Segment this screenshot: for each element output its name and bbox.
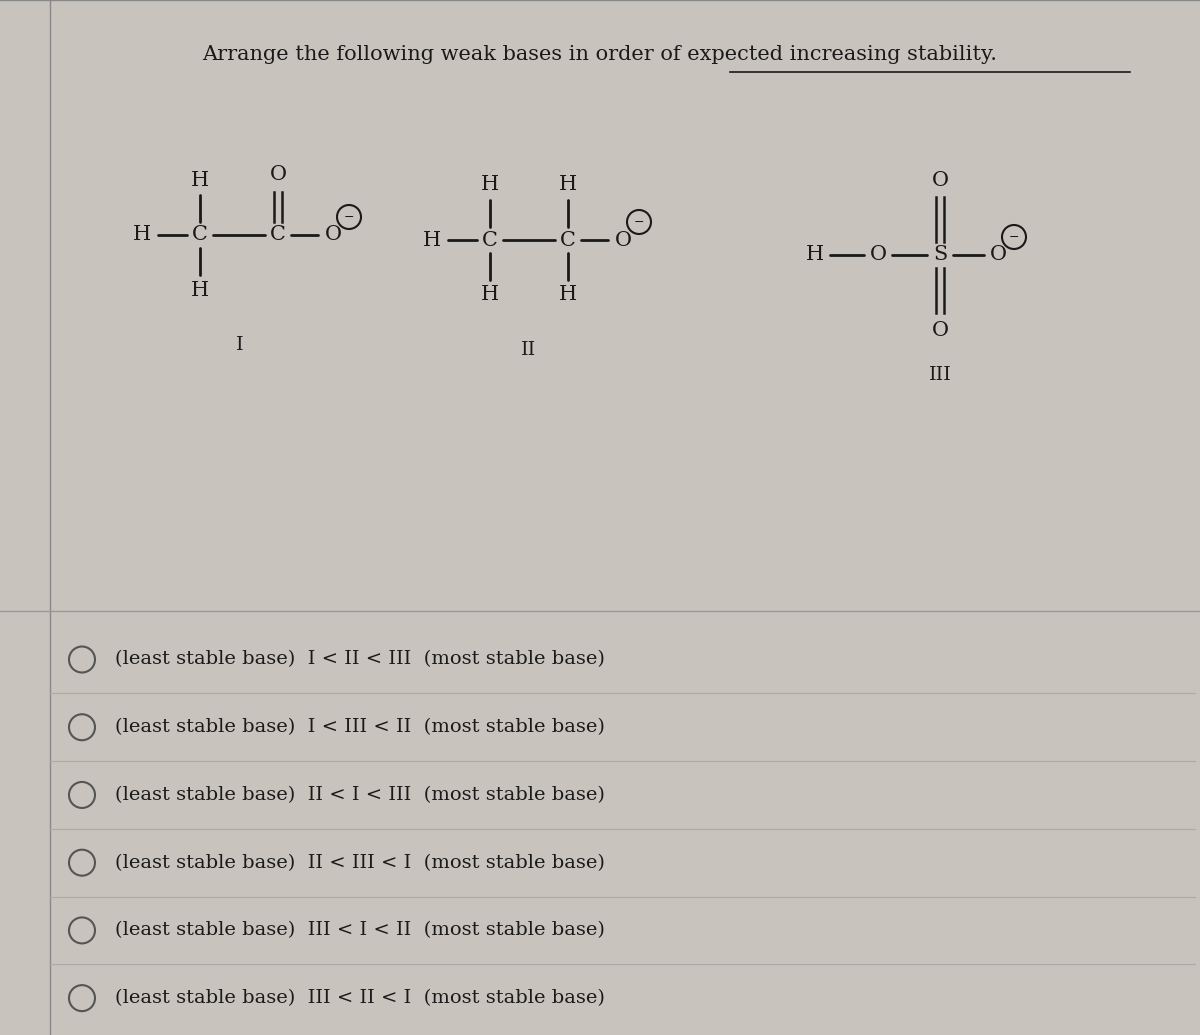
Text: H: H bbox=[191, 280, 209, 299]
Text: (least stable base)  III < II < I  (most stable base): (least stable base) III < II < I (most s… bbox=[115, 989, 605, 1007]
Text: O: O bbox=[931, 171, 948, 189]
Text: H: H bbox=[481, 286, 499, 304]
Text: (least stable base)  I < II < III  (most stable base): (least stable base) I < II < III (most s… bbox=[115, 651, 605, 669]
Text: O: O bbox=[324, 226, 342, 244]
Text: O: O bbox=[870, 245, 887, 265]
Text: I: I bbox=[236, 336, 244, 354]
Text: O: O bbox=[990, 245, 1007, 265]
Text: C: C bbox=[560, 231, 576, 249]
Text: H: H bbox=[133, 226, 151, 244]
Text: C: C bbox=[192, 226, 208, 244]
Text: −: − bbox=[634, 215, 644, 229]
Text: −: − bbox=[343, 210, 354, 224]
Text: (least stable base)  II < III < I  (most stable base): (least stable base) II < III < I (most s… bbox=[115, 854, 605, 871]
Text: (least stable base)  I < III < II  (most stable base): (least stable base) I < III < II (most s… bbox=[115, 718, 605, 736]
Text: H: H bbox=[559, 286, 577, 304]
Text: Arrange the following weak bases in order of expected increasing stability.: Arrange the following weak bases in orde… bbox=[203, 45, 997, 64]
Text: S: S bbox=[932, 245, 947, 265]
Text: H: H bbox=[806, 245, 824, 265]
Text: H: H bbox=[481, 176, 499, 195]
Text: O: O bbox=[270, 166, 287, 184]
Text: −: − bbox=[1009, 231, 1019, 243]
Text: H: H bbox=[191, 171, 209, 189]
Text: III: III bbox=[929, 366, 952, 384]
Text: C: C bbox=[482, 231, 498, 249]
Text: O: O bbox=[614, 231, 631, 249]
Text: C: C bbox=[270, 226, 286, 244]
Text: H: H bbox=[422, 231, 442, 249]
Text: (least stable base)  II < I < III  (most stable base): (least stable base) II < I < III (most s… bbox=[115, 786, 605, 804]
Text: O: O bbox=[931, 321, 948, 339]
Text: H: H bbox=[559, 176, 577, 195]
Text: II: II bbox=[521, 341, 536, 359]
Text: (least stable base)  III < I < II  (most stable base): (least stable base) III < I < II (most s… bbox=[115, 921, 605, 940]
